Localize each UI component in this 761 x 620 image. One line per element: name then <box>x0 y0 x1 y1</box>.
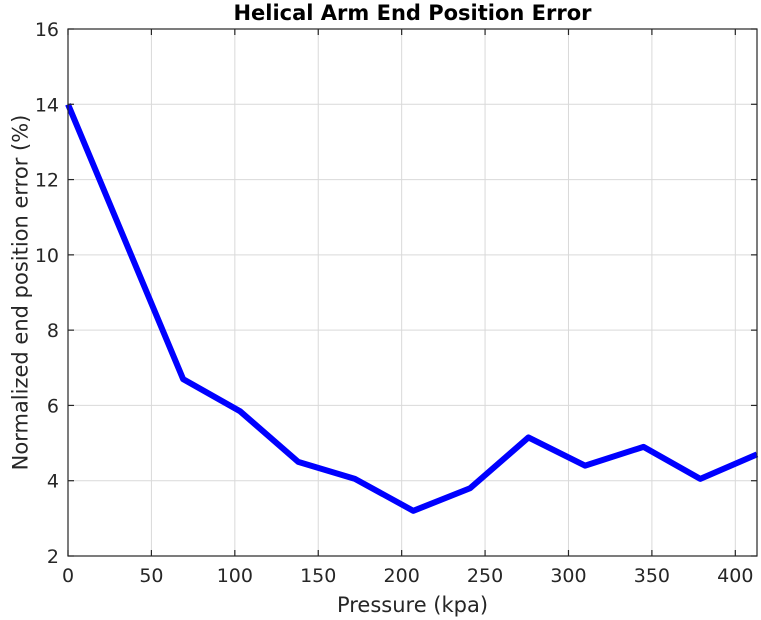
y-tick-label: 12 <box>35 170 59 192</box>
x-tick-label: 300 <box>550 565 586 587</box>
y-tick-label: 10 <box>35 245 59 267</box>
y-tick-label: 2 <box>47 546 59 568</box>
x-tick-label: 50 <box>139 565 163 587</box>
y-tick-label: 16 <box>35 19 59 41</box>
y-tick-label: 6 <box>47 395 59 417</box>
x-tick-label: 250 <box>467 565 503 587</box>
x-tick-label: 150 <box>300 565 336 587</box>
axis-ticks: 0 50 100 150 200 250 300 350 400 2 4 6 8 10 12 14 16 <box>35 19 757 587</box>
y-tick-label: 14 <box>35 94 59 116</box>
grid-lines <box>67 28 757 557</box>
y-tick-label: 8 <box>47 320 59 342</box>
x-axis-label: Pressure (kpa) <box>337 593 488 617</box>
chart-title: Helical Arm End Position Error <box>233 1 592 25</box>
x-tick-label: 200 <box>384 565 420 587</box>
x-tick-label: 350 <box>634 565 670 587</box>
x-tick-label: 400 <box>717 565 753 587</box>
y-axis-label: Normalized end position error (%) <box>8 115 32 471</box>
x-tick-label: 100 <box>217 565 253 587</box>
plot-frame <box>67 28 758 557</box>
y-tick-label: 4 <box>47 471 59 493</box>
series-layer <box>65 103 759 514</box>
x-tick-label: 0 <box>62 565 74 587</box>
series-line <box>65 103 759 514</box>
